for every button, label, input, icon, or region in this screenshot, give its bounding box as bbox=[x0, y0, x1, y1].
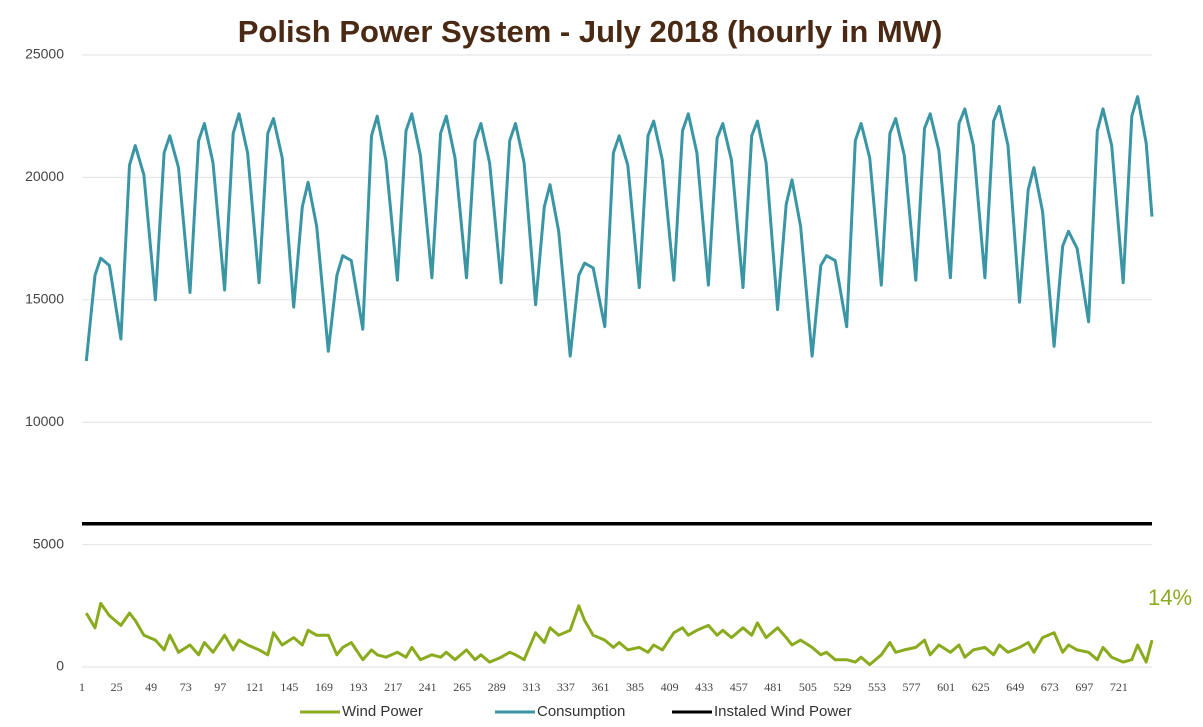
y-tick-label: 10000 bbox=[25, 413, 64, 429]
x-tick-label: 433 bbox=[695, 680, 713, 694]
x-tick-label: 241 bbox=[419, 680, 437, 694]
x-tick-label: 121 bbox=[246, 680, 264, 694]
x-tick-label: 73 bbox=[180, 680, 192, 694]
x-tick-label: 505 bbox=[799, 680, 817, 694]
x-tick-label: 721 bbox=[1110, 680, 1128, 694]
x-tick-label: 601 bbox=[937, 680, 955, 694]
x-tick-label: 649 bbox=[1006, 680, 1024, 694]
legend-label: Consumption bbox=[537, 703, 625, 720]
x-tick-label: 457 bbox=[730, 680, 748, 694]
x-tick-label: 265 bbox=[453, 680, 471, 694]
x-tick-label: 97 bbox=[214, 680, 226, 694]
legend-label: Wind Power bbox=[342, 703, 423, 720]
y-tick-label: 5000 bbox=[33, 535, 64, 551]
x-tick-label: 217 bbox=[384, 680, 402, 694]
series-line bbox=[85, 601, 1154, 667]
x-tick-label: 169 bbox=[315, 680, 333, 694]
x-tick-label: 1 bbox=[79, 680, 85, 694]
y-tick-label: 20000 bbox=[25, 168, 64, 184]
series-line bbox=[84, 95, 1154, 362]
x-tick-label: 49 bbox=[145, 680, 157, 694]
x-tick-label: 409 bbox=[661, 680, 679, 694]
x-tick-label: 529 bbox=[833, 680, 851, 694]
legend-label: Instaled Wind Power bbox=[714, 703, 852, 720]
x-tick-label: 577 bbox=[903, 680, 921, 694]
x-tick-label: 193 bbox=[350, 680, 368, 694]
x-tick-label: 361 bbox=[591, 680, 609, 694]
x-tick-label: 313 bbox=[522, 680, 540, 694]
y-tick-label: 15000 bbox=[25, 291, 64, 307]
x-tick-label: 553 bbox=[868, 680, 886, 694]
x-tick-label: 625 bbox=[972, 680, 990, 694]
x-tick-label: 337 bbox=[557, 680, 575, 694]
annotation: 14% bbox=[1148, 585, 1192, 610]
x-tick-label: 385 bbox=[626, 680, 644, 694]
x-tick-label: 481 bbox=[764, 680, 782, 694]
x-tick-label: 697 bbox=[1075, 680, 1093, 694]
y-tick-label: 25000 bbox=[25, 46, 64, 62]
x-tick-label: 145 bbox=[280, 680, 298, 694]
y-tick-label: 0 bbox=[56, 658, 64, 674]
x-tick-label: 25 bbox=[111, 680, 123, 694]
x-tick-label: 673 bbox=[1041, 680, 1059, 694]
chart-title: Polish Power System - July 2018 (hourly … bbox=[238, 14, 943, 49]
x-tick-label: 289 bbox=[488, 680, 506, 694]
